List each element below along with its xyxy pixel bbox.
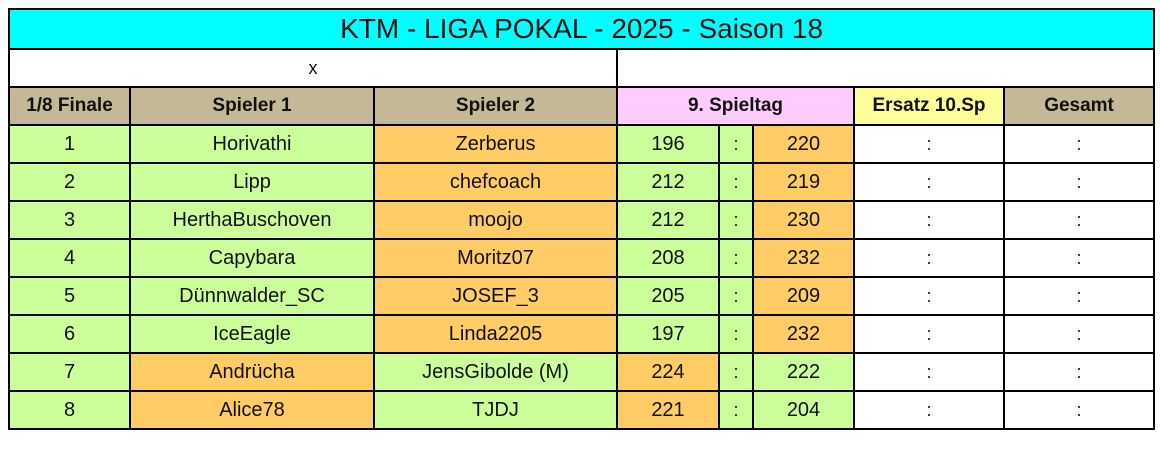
player1-cell[interactable]: Capybara: [129, 238, 375, 278]
player2-cell[interactable]: Zerberus: [373, 124, 618, 164]
player1-cell[interactable]: Horivathi: [129, 124, 375, 164]
round-number-cell[interactable]: 1: [8, 124, 131, 164]
score2-cell[interactable]: 220: [752, 124, 855, 164]
substitute-cell[interactable]: :: [853, 200, 1005, 240]
score2-cell[interactable]: 219: [752, 162, 855, 202]
total-cell[interactable]: :: [1002, 276, 1156, 316]
score2-cell[interactable]: 232: [752, 314, 855, 354]
table-row: 2 Lipp chefcoach 212:219::: [8, 162, 1156, 202]
player1-cell[interactable]: HerthaBuschoven: [129, 200, 375, 240]
player2-cell[interactable]: Moritz07: [373, 238, 618, 278]
score1-cell[interactable]: 205: [616, 276, 720, 316]
score-separator[interactable]: :: [718, 200, 754, 240]
total-cell[interactable]: :: [1002, 352, 1156, 392]
total-cell[interactable]: :: [1002, 124, 1156, 164]
score-separator[interactable]: :: [718, 124, 754, 164]
score-separator[interactable]: :: [718, 276, 754, 316]
score2-cell[interactable]: 209: [752, 276, 855, 316]
table-row: 4 Capybara Moritz07 208:232::: [8, 238, 1156, 278]
round-number-cell[interactable]: 3: [8, 200, 131, 240]
cup-sheet: KTM - LIGA POKAL - 2025 - Saison 18 x 1/…: [7, 8, 1156, 430]
round-number-cell[interactable]: 6: [8, 314, 131, 354]
player2-cell[interactable]: moojo: [373, 200, 618, 240]
substitute-cell[interactable]: :: [853, 162, 1005, 202]
player1-cell[interactable]: Lipp: [129, 162, 375, 202]
player1-cell[interactable]: Alice78: [129, 390, 375, 430]
round-number-cell[interactable]: 7: [8, 352, 131, 392]
total-cell[interactable]: :: [1002, 200, 1156, 240]
total-cell[interactable]: :: [1002, 390, 1156, 430]
total-cell[interactable]: :: [1002, 238, 1156, 278]
table-row: 1 Horivathi Zerberus 196:220::: [8, 124, 1156, 164]
player2-cell[interactable]: JOSEF_3: [373, 276, 618, 316]
score-separator[interactable]: :: [718, 314, 754, 354]
score1-cell[interactable]: 221: [616, 390, 720, 430]
table-row: 3 HerthaBuschoven moojo 212:230::: [8, 200, 1156, 240]
score2-cell[interactable]: 230: [752, 200, 855, 240]
round-number-cell[interactable]: 4: [8, 238, 131, 278]
header-player2: Spieler 2: [373, 86, 618, 126]
header-round: 1/8 Finale: [8, 86, 131, 126]
score-separator[interactable]: :: [718, 238, 754, 278]
score-separator[interactable]: :: [718, 162, 754, 202]
total-cell[interactable]: :: [1002, 162, 1156, 202]
header-matchday: 9. Spieltag: [616, 86, 855, 126]
substitute-cell[interactable]: :: [853, 314, 1005, 354]
table-row: 8 Alice78 TJDJ 221:204::: [8, 390, 1156, 430]
table-row: 6 IceEagle Linda2205 197:232::: [8, 314, 1156, 354]
score1-cell[interactable]: 196: [616, 124, 720, 164]
score-separator[interactable]: :: [718, 352, 754, 392]
round-number-cell[interactable]: 2: [8, 162, 131, 202]
score1-cell[interactable]: 224: [616, 352, 720, 392]
score1-cell[interactable]: 197: [616, 314, 720, 354]
substitute-cell[interactable]: :: [853, 238, 1005, 278]
score1-cell[interactable]: 212: [616, 162, 720, 202]
player2-cell[interactable]: chefcoach: [373, 162, 618, 202]
round-number-cell[interactable]: 5: [8, 276, 131, 316]
cup-table: KTM - LIGA POKAL - 2025 - Saison 18 x 1/…: [7, 8, 1156, 430]
player1-cell[interactable]: Andrücha: [129, 352, 375, 392]
player2-cell[interactable]: Linda2205: [373, 314, 618, 354]
player1-cell[interactable]: IceEagle: [129, 314, 375, 354]
table-row: 7 Andrücha JensGibolde (M) 224:222::: [8, 352, 1156, 392]
substitute-cell[interactable]: :: [853, 124, 1005, 164]
score2-cell[interactable]: 204: [752, 390, 855, 430]
player1-cell[interactable]: Dünnwalder_SC: [129, 276, 375, 316]
score2-cell[interactable]: 232: [752, 238, 855, 278]
table-row: 5 Dünnwalder_SC JOSEF_3 205:209::: [8, 276, 1156, 316]
substitute-cell[interactable]: :: [853, 390, 1005, 430]
player2-cell[interactable]: JensGibolde (M): [373, 352, 618, 392]
substitute-cell[interactable]: :: [853, 276, 1005, 316]
score-separator[interactable]: :: [718, 390, 754, 430]
substitute-cell[interactable]: :: [853, 352, 1005, 392]
header-player1: Spieler 1: [129, 86, 375, 126]
subheader-left-cell[interactable]: x: [8, 48, 618, 88]
player2-cell[interactable]: TJDJ: [373, 390, 618, 430]
header-substitute: Ersatz 10.Sp: [853, 86, 1005, 126]
round-number-cell[interactable]: 8: [8, 390, 131, 430]
subheader-right-cell[interactable]: [615, 48, 1156, 88]
sheet-title: KTM - LIGA POKAL - 2025 - Saison 18: [7, 8, 1156, 50]
header-total: Gesamt: [1002, 86, 1156, 126]
score1-cell[interactable]: 208: [616, 238, 720, 278]
score2-cell[interactable]: 222: [752, 352, 855, 392]
score1-cell[interactable]: 212: [616, 200, 720, 240]
total-cell[interactable]: :: [1002, 314, 1156, 354]
